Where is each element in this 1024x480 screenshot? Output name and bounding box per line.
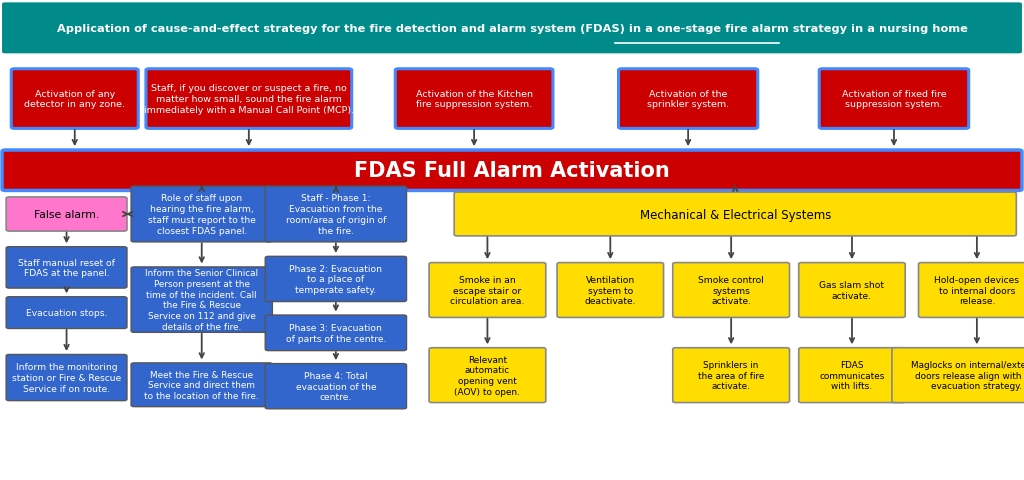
FancyBboxPatch shape: [799, 263, 905, 318]
Text: Phase 3: Evacuation
of parts of the centre.: Phase 3: Evacuation of parts of the cent…: [286, 323, 386, 343]
FancyBboxPatch shape: [429, 263, 546, 318]
Text: Mechanical & Electrical Systems: Mechanical & Electrical Systems: [640, 208, 830, 221]
Text: Activation of any
detector in any zone.: Activation of any detector in any zone.: [25, 89, 125, 109]
Text: Evacuation stops.: Evacuation stops.: [26, 309, 108, 317]
FancyBboxPatch shape: [6, 355, 127, 401]
FancyBboxPatch shape: [265, 364, 407, 409]
Text: Smoke control
systems
activate.: Smoke control systems activate.: [698, 275, 764, 306]
FancyBboxPatch shape: [2, 151, 1022, 191]
FancyBboxPatch shape: [145, 70, 352, 129]
FancyBboxPatch shape: [429, 348, 546, 403]
FancyBboxPatch shape: [673, 263, 790, 318]
Text: Phase 4: Total
evacuation of the
centre.: Phase 4: Total evacuation of the centre.: [296, 371, 376, 402]
FancyBboxPatch shape: [819, 70, 969, 129]
FancyBboxPatch shape: [131, 363, 272, 407]
FancyBboxPatch shape: [673, 348, 790, 403]
FancyBboxPatch shape: [919, 263, 1024, 318]
FancyBboxPatch shape: [6, 198, 127, 231]
Text: Meet the Fire & Rescue
Service and direct them
to the location of the fire.: Meet the Fire & Rescue Service and direc…: [144, 370, 259, 400]
Text: Staff - Phase 1:
Evacuation from the
room/area of origin of
the fire.: Staff - Phase 1: Evacuation from the roo…: [286, 194, 386, 235]
Text: Relevant
automatic
opening vent
(AOV) to open.: Relevant automatic opening vent (AOV) to…: [455, 355, 520, 396]
FancyBboxPatch shape: [892, 348, 1024, 403]
Text: Activation of the Kitchen
fire suppression system.: Activation of the Kitchen fire suppressi…: [416, 89, 532, 109]
Text: Activation of fixed fire
suppression system.: Activation of fixed fire suppression sys…: [842, 89, 946, 109]
Text: Maglocks on internal/external
doors release align with the
evacuation strategy.: Maglocks on internal/external doors rele…: [910, 360, 1024, 391]
FancyBboxPatch shape: [618, 70, 758, 129]
Text: Inform the Senior Clinical
Person present at the
time of the incident. Call
the : Inform the Senior Clinical Person presen…: [145, 269, 258, 331]
Text: Staff manual reset of
FDAS at the panel.: Staff manual reset of FDAS at the panel.: [18, 258, 115, 278]
FancyBboxPatch shape: [11, 70, 138, 129]
FancyBboxPatch shape: [799, 348, 905, 403]
FancyBboxPatch shape: [395, 70, 553, 129]
Text: Inform the monitoring
station or Fire & Rescue
Service if on route.: Inform the monitoring station or Fire & …: [12, 362, 121, 393]
FancyBboxPatch shape: [131, 187, 272, 242]
FancyBboxPatch shape: [557, 263, 664, 318]
FancyBboxPatch shape: [6, 297, 127, 329]
FancyBboxPatch shape: [265, 257, 407, 302]
Text: Staff, if you discover or suspect a fire, no
matter how small, sound the fire al: Staff, if you discover or suspect a fire…: [143, 84, 354, 115]
Text: Sprinklers in
the area of fire
activate.: Sprinklers in the area of fire activate.: [698, 360, 764, 391]
FancyBboxPatch shape: [265, 315, 407, 351]
Text: Smoke in an
escape stair or
circulation area.: Smoke in an escape stair or circulation …: [451, 275, 524, 306]
Text: Application of cause-and-effect strategy for the fire detection and alarm system: Application of cause-and-effect strategy…: [56, 24, 968, 34]
FancyBboxPatch shape: [131, 267, 272, 333]
FancyBboxPatch shape: [2, 3, 1022, 54]
Text: Ventilation
system to
deactivate.: Ventilation system to deactivate.: [585, 275, 636, 306]
Text: FDAS Full Alarm Activation: FDAS Full Alarm Activation: [354, 161, 670, 181]
FancyBboxPatch shape: [265, 187, 407, 242]
Text: Gas slam shot
activate.: Gas slam shot activate.: [819, 280, 885, 300]
FancyBboxPatch shape: [6, 247, 127, 288]
FancyBboxPatch shape: [454, 192, 1016, 237]
Text: Activation of the
sprinkler system.: Activation of the sprinkler system.: [647, 89, 729, 109]
Text: Hold-open devices
to internal doors
release.: Hold-open devices to internal doors rele…: [934, 275, 1020, 306]
Text: FDAS
communicates
with lifts.: FDAS communicates with lifts.: [819, 360, 885, 391]
Text: False alarm.: False alarm.: [34, 210, 99, 219]
Text: Role of staff upon
hearing the fire alarm,
staff must report to the
closest FDAS: Role of staff upon hearing the fire alar…: [147, 194, 256, 235]
Text: Phase 2: Evacuation
to a place of
temperate safety.: Phase 2: Evacuation to a place of temper…: [290, 264, 382, 295]
